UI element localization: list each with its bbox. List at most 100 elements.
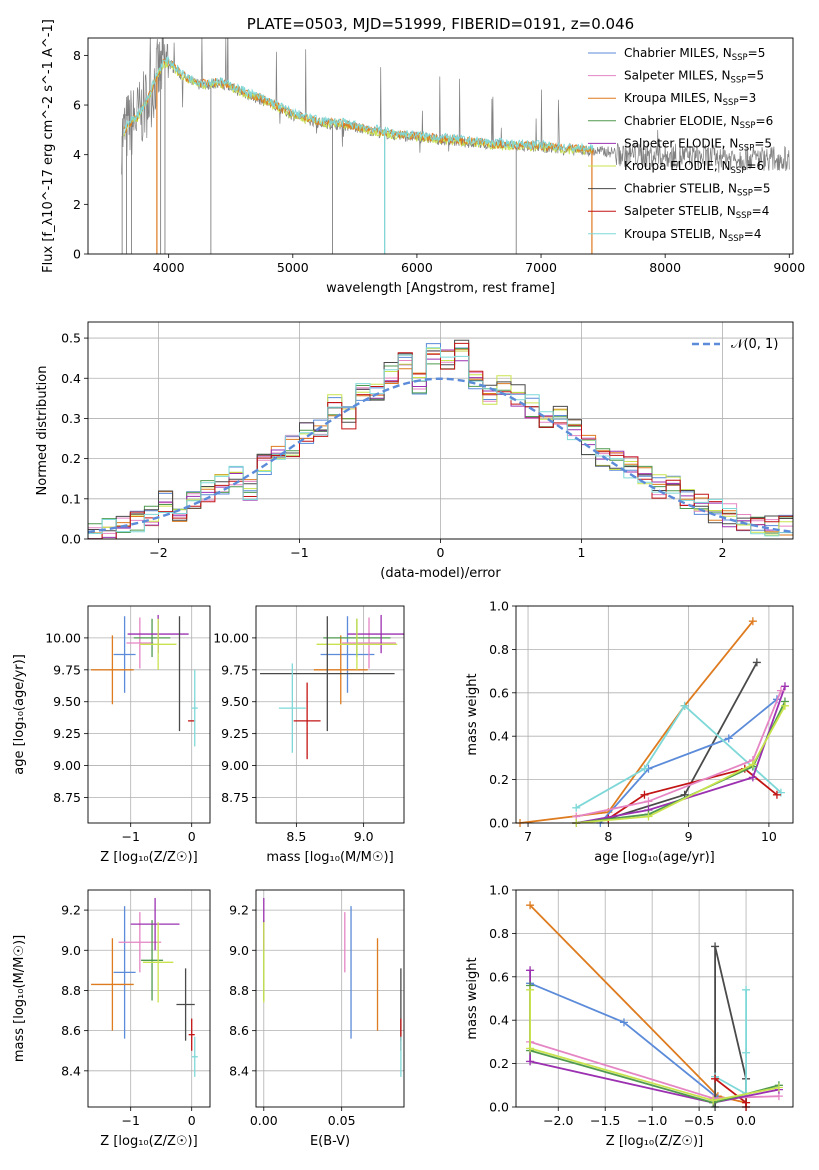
x-tick-label: 1 (578, 545, 586, 560)
legend-label: Kroupa STELIB, NSSP=4 (624, 227, 762, 244)
y-axis-label: mass weight (465, 673, 480, 755)
legend-label: Salpeter MILES, NSSP=5 (624, 69, 764, 86)
weight-line (529, 904, 747, 1104)
chart-6: 0.00 0.05 8.4 8.6 8.8 9.0 9.2 E(B-V) (229, 889, 405, 1149)
x-axis-label: Z [log₁₀(Z/Z☉)] (100, 1134, 197, 1149)
y-tick-label: 0.4 (489, 1013, 509, 1028)
x-axis-label: wavelength [Angstrom, rest frame] (326, 281, 555, 296)
chart-7: −2.0 −1.5 −1.0 −0.5 0.0 0.0 0.2 0.4 0.6 0.8 1.0 Z [… (465, 883, 794, 1149)
y-tick-label: 0.5 (61, 331, 81, 346)
y-tick-label: 8.75 (53, 790, 81, 805)
y-tick-label: 9.00 (221, 758, 249, 773)
y-tick-label: 0.4 (61, 371, 81, 386)
x-tick-label: 0 (437, 545, 445, 560)
x-tick-label: 7000 (525, 260, 557, 275)
x-tick-label: 9000 (773, 260, 805, 275)
y-tick-label: 9.2 (61, 903, 81, 918)
weight-line (519, 620, 754, 823)
y-tick-label: 10.00 (213, 630, 249, 645)
x-tick-label: −1 (290, 545, 308, 560)
y-tick-label: 9.2 (229, 903, 249, 918)
x-tick-label: −1.5 (590, 1113, 620, 1128)
weight-marker (526, 985, 535, 994)
y-tick-label: 1.0 (489, 883, 509, 898)
weight-marker (572, 803, 581, 812)
x-tick-label: 8000 (649, 260, 681, 275)
chart-1: −2 −1 0 1 2 0.0 0.1 0.2 0.3 0.4 0.5 (data-model)/er… (35, 321, 794, 581)
weight-marker (776, 788, 785, 797)
y-tick-label: 0.2 (489, 1056, 509, 1071)
x-axis-label: mass [log₁₀(M/M☉)] (266, 850, 393, 865)
legend-label: Chabrier MILES, NSSP=5 (624, 46, 765, 63)
y-tick-label: 8.75 (221, 790, 249, 805)
weight-marker (748, 617, 757, 626)
y-tick-label: 9.50 (221, 694, 249, 709)
weight-marker (776, 686, 785, 695)
x-tick-label: −1 (121, 829, 139, 844)
model-fit-line (123, 58, 594, 154)
weight-marker (774, 1083, 783, 1092)
weight-line (714, 989, 747, 1096)
x-axis-label: E(B-V) (310, 1134, 350, 1149)
x-tick-label: 6000 (401, 260, 433, 275)
axes-frame (515, 605, 794, 824)
y-axis-label: mass weight (465, 957, 480, 1039)
axes-frame (87, 605, 211, 824)
y-axis-label: mass [log₁₀(M/M☉)] (12, 935, 27, 1062)
weight-marker (742, 1048, 751, 1057)
y-tick-label: 8.8 (61, 983, 81, 998)
x-tick-label: 9.0 (354, 829, 374, 844)
y-tick-label: 9.0 (229, 943, 249, 958)
weight-marker (748, 773, 757, 782)
chart-0: 4000 5000 6000 7000 8000 9000 0 2 4 6 8 wavelength … (41, 15, 805, 296)
x-tick-label: 8.5 (286, 829, 306, 844)
x-tick-label: 0.0 (736, 1113, 756, 1128)
x-tick-label: 5000 (277, 260, 309, 275)
x-tick-label: −0.5 (684, 1113, 714, 1128)
y-tick-label: 9.25 (221, 726, 249, 741)
weight-line (576, 705, 786, 823)
y-axis-label: age [log₁₀(age/yr)] (12, 654, 27, 775)
weight-marker (680, 701, 689, 710)
y-tick-label: 9.50 (53, 694, 81, 709)
weight-marker (780, 701, 789, 710)
weight-line (714, 1078, 747, 1107)
axes-frame (87, 889, 211, 1108)
weight-marker (526, 1044, 535, 1053)
y-tick-label: 10.00 (45, 630, 81, 645)
y-tick-label: 8 (73, 48, 81, 63)
weight-marker (711, 1074, 720, 1083)
y-tick-label: 9.0 (61, 943, 81, 958)
weight-marker (526, 966, 535, 975)
normal-curve (88, 377, 793, 534)
chart-4: 7 8 9 10 0.0 0.2 0.4 0.6 0.8 1.0 age [log₁₀(age/yr… (465, 599, 794, 865)
weight-line (529, 970, 780, 1104)
x-tick-label: −2 (149, 545, 167, 560)
legend-label: Kroupa MILES, NSSP=3 (624, 91, 756, 108)
weight-marker (640, 764, 649, 773)
y-tick-label: 0.0 (489, 1100, 509, 1115)
x-tick-label: 2 (719, 545, 727, 560)
model-fit-line (123, 56, 594, 153)
x-tick-label: 10 (761, 829, 777, 844)
x-axis-label: age [log₁₀(age/yr)] (594, 850, 715, 865)
weight-marker (526, 1057, 535, 1066)
x-tick-label: 7 (524, 829, 532, 844)
x-axis-label: (data-model)/error (380, 566, 501, 581)
weight-marker (772, 790, 781, 799)
weight-marker (742, 985, 751, 994)
y-tick-label: 9.25 (53, 726, 81, 741)
axes-frame (87, 321, 794, 540)
weight-marker (752, 658, 761, 667)
legend-label: Chabrier ELODIE, NSSP=6 (624, 114, 773, 131)
x-tick-label: 9 (685, 829, 693, 844)
y-tick-label: 0.1 (61, 491, 81, 506)
y-tick-label: 0.2 (489, 772, 509, 787)
weight-line (576, 767, 778, 823)
axes-frame (255, 605, 405, 824)
y-tick-label: 0.0 (489, 816, 509, 831)
y-tick-label: 1.0 (489, 599, 509, 614)
weight-line (576, 690, 782, 818)
y-tick-label: 0.4 (489, 729, 509, 744)
